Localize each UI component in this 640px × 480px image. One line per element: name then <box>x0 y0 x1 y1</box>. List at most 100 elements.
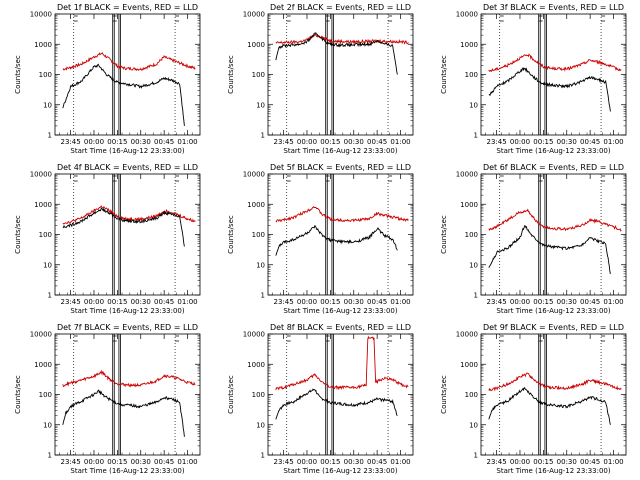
x-tick-label: 00:45 <box>367 298 387 306</box>
marker-flag <box>601 335 606 342</box>
x-tick-label: 23:45 <box>486 458 506 466</box>
y-tick-label: 100 <box>39 231 52 239</box>
y-axis-label: Counts/sec <box>440 375 448 414</box>
x-axis-label: Start Time (16-Aug-12 23:33:00) <box>283 467 397 475</box>
panel-9: Det 9f BLACK = Events, RED = LLD 1 10 100 10… <box>440 323 627 475</box>
x-tick-label: 00:30 <box>131 298 151 306</box>
y-tick-label: 1 <box>48 132 52 140</box>
marker-flag <box>499 335 504 342</box>
y-tick-label: 100 <box>252 231 265 239</box>
x-tick-label: 23:45 <box>60 458 80 466</box>
marker-flag <box>286 175 291 182</box>
x-tick-label: 23:45 <box>60 138 80 146</box>
marker-flag <box>388 335 393 342</box>
y-tick-label: 1 <box>261 132 265 140</box>
y-axis-label: Counts/sec <box>440 215 448 254</box>
x-tick-label: 23:45 <box>486 138 506 146</box>
y-tick-label: 1000 <box>460 41 478 49</box>
y-tick-label: 10 <box>469 421 478 429</box>
marker-flag <box>601 15 606 22</box>
x-tick-label: 01:00 <box>390 298 410 306</box>
plot-frame <box>54 13 201 136</box>
panel-6: Det 6f BLACK = Events, RED = LLD 1 10 100 10… <box>440 163 627 315</box>
lld-series-line <box>62 369 196 388</box>
x-tick-label: 00:00 <box>297 138 317 146</box>
y-tick-label: 1 <box>48 292 52 300</box>
y-tick-label: 10 <box>256 421 265 429</box>
lld-series-line <box>275 33 409 45</box>
y-tick-label: 1000 <box>247 201 265 209</box>
x-tick-label: 00:00 <box>84 458 104 466</box>
y-tick-label: 1 <box>261 452 265 460</box>
x-tick-label: 00:45 <box>154 298 174 306</box>
x-tick-label: 01:00 <box>603 458 623 466</box>
plot-frame <box>267 333 414 456</box>
x-tick-label: 00:30 <box>131 458 151 466</box>
y-tick-label: 10000 <box>456 331 478 339</box>
panel-title: Det 1f BLACK = Events, RED = LLD <box>57 3 198 12</box>
x-tick-label: 00:15 <box>320 138 340 146</box>
x-tick-label: 00:15 <box>320 298 340 306</box>
lld-series-line <box>62 52 196 71</box>
plot-frame <box>267 173 414 296</box>
panel-title: Det 2f BLACK = Events, RED = LLD <box>270 3 411 12</box>
x-tick-label: 00:30 <box>557 298 577 306</box>
marker-flag <box>499 15 504 22</box>
panel-title: Det 9f BLACK = Events, RED = LLD <box>483 323 624 332</box>
x-tick-label: 01:00 <box>177 458 197 466</box>
x-tick-label: 00:45 <box>367 458 387 466</box>
marker-flag <box>73 335 78 342</box>
marker-flag <box>73 15 78 22</box>
x-tick-label: 01:00 <box>603 298 623 306</box>
y-tick-label: 1000 <box>247 361 265 369</box>
x-axis-label: Start Time (16-Aug-12 23:33:00) <box>70 467 184 475</box>
marker-flag <box>73 175 78 182</box>
x-tick-label: 00:15 <box>533 298 553 306</box>
marker-flag <box>175 175 180 182</box>
x-tick-label: 23:45 <box>486 298 506 306</box>
x-tick-label: 01:00 <box>177 138 197 146</box>
y-tick-label: 100 <box>465 391 478 399</box>
y-tick-label: 100 <box>252 71 265 79</box>
panel-title: Det 4f BLACK = Events, RED = LLD <box>57 163 198 172</box>
y-tick-label: 1000 <box>460 201 478 209</box>
x-axis-label: Start Time (16-Aug-12 23:33:00) <box>496 307 610 315</box>
y-tick-label: 1000 <box>460 361 478 369</box>
events-series-line <box>275 388 398 420</box>
x-tick-label: 00:00 <box>84 298 104 306</box>
x-axis-label: Start Time (16-Aug-12 23:33:00) <box>283 147 397 155</box>
lld-series-line <box>488 53 622 73</box>
x-tick-label: 23:45 <box>273 458 293 466</box>
plot-frame <box>54 333 201 456</box>
plot-frame <box>267 13 414 136</box>
x-tick-label: 00:30 <box>344 138 364 146</box>
y-tick-label: 10 <box>43 261 52 269</box>
marker-flag <box>112 175 117 182</box>
y-tick-label: 100 <box>465 231 478 239</box>
y-tick-label: 10000 <box>243 171 265 179</box>
x-tick-label: 00:45 <box>580 138 600 146</box>
lld-series-line <box>488 208 622 232</box>
lld-series-line <box>275 205 409 223</box>
x-axis-label: Start Time (16-Aug-12 23:33:00) <box>496 147 610 155</box>
x-tick-label: 01:00 <box>390 458 410 466</box>
x-tick-label: 00:15 <box>107 138 127 146</box>
y-tick-label: 10000 <box>30 171 52 179</box>
x-tick-label: 00:45 <box>154 138 174 146</box>
x-tick-label: 00:00 <box>510 458 530 466</box>
x-tick-label: 00:30 <box>344 458 364 466</box>
x-tick-label: 00:30 <box>344 298 364 306</box>
y-tick-label: 10 <box>469 101 478 109</box>
events-series-line <box>275 224 398 256</box>
x-tick-label: 01:00 <box>603 138 623 146</box>
marker-flag <box>538 175 543 182</box>
marker-flag <box>175 335 180 342</box>
y-axis-label: Counts/sec <box>227 215 235 254</box>
y-tick-label: 10000 <box>243 11 265 19</box>
marker-flag <box>286 335 291 342</box>
y-tick-label: 10000 <box>456 171 478 179</box>
events-series-line <box>62 389 185 437</box>
y-axis-label: Counts/sec <box>14 215 22 254</box>
marker-flag <box>112 335 117 342</box>
